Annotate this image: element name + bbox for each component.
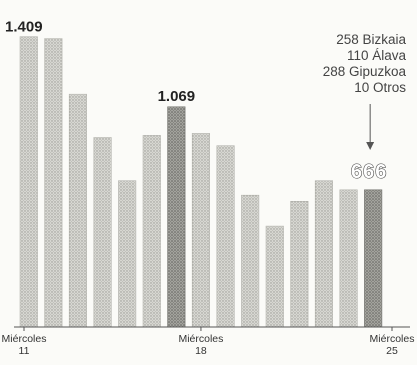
bar-9: [216, 145, 235, 328]
x-tick-label-0-line2: 11: [19, 345, 30, 357]
bar-4: [93, 137, 112, 328]
bar-10: [241, 194, 260, 328]
bar-1: [19, 36, 38, 328]
bar-5: [118, 180, 137, 328]
data-label-max: 1.409: [5, 19, 43, 36]
data-label-final: 666: [351, 161, 387, 183]
x-tick-label-0-line1: Miércoles: [2, 333, 47, 345]
x-tick-label-7-line2: 18: [195, 345, 207, 357]
x-tick-label-14-line2: 25: [386, 345, 398, 357]
annotation-line-1: 258 Bizkaia: [336, 32, 406, 47]
bar-11: [265, 225, 284, 328]
bar-2: [44, 38, 63, 328]
annotation-line-2: 110 Álava: [347, 48, 407, 63]
bar-15: [364, 189, 383, 328]
x-tick-label-14-line1: Miércoles: [370, 333, 415, 345]
data-labels-group: 1.409 1.069 666: [5, 19, 387, 184]
data-label-mid: 1.069: [158, 88, 196, 105]
bar-6: [142, 135, 161, 328]
annotation-line-3: 288 Gipuzkoa: [323, 64, 407, 79]
annotation-line-4: 10 Otros: [354, 80, 406, 95]
bar-3: [68, 93, 87, 328]
bar-14: [339, 189, 358, 328]
bar-7: [167, 106, 186, 328]
x-tick-label-7-line1: Miércoles: [178, 333, 223, 345]
bar-13: [314, 180, 334, 328]
bar-12: [290, 201, 309, 328]
bar-8: [191, 133, 210, 328]
bars-group: [19, 36, 383, 328]
